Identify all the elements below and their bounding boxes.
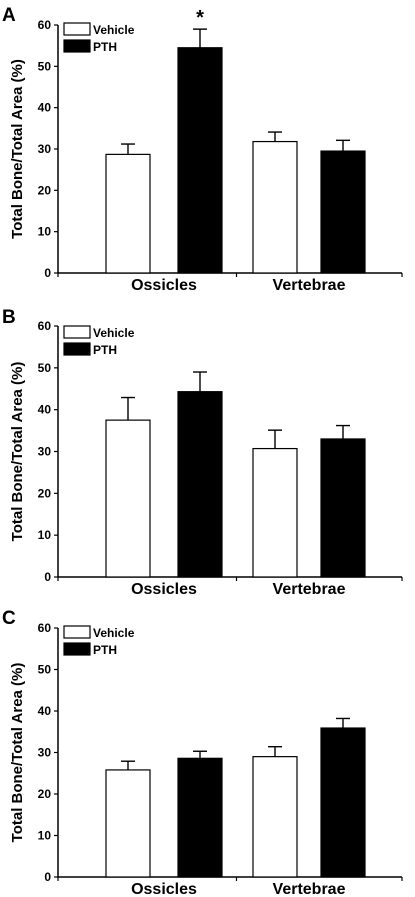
- y-tick-label: 10: [38, 225, 52, 239]
- y-tick-label: 0: [44, 570, 51, 584]
- y-tick-label: 30: [38, 142, 52, 156]
- y-tick-label: 40: [38, 403, 52, 417]
- bar-pth-ossicles: [177, 757, 223, 878]
- y-tick-label: 20: [38, 183, 52, 197]
- y-tick-label: 60: [38, 319, 52, 333]
- x-category-label: Vertebrae: [273, 277, 346, 294]
- chart-panel-c: C Total Bone/Total Area (%) 0 10 20 30 40 50 60 O…: [2, 608, 403, 897]
- x-category-label: Vertebrae: [273, 581, 346, 598]
- y-tick-label: 30: [38, 746, 52, 760]
- y-tick-label: 20: [38, 787, 52, 801]
- legend-label-pth: PTH: [93, 40, 117, 54]
- legend-label-vehicle: Vehicle: [93, 626, 135, 640]
- chart-panel-a: A Total Bone/Total Area (%) 0 10 20 30 40 50 60 O…: [2, 5, 403, 294]
- x-category-label: Ossicles: [131, 881, 197, 897]
- bar-pth-vertebrae: [320, 438, 366, 578]
- legend-label-pth: PTH: [93, 343, 117, 357]
- legend-swatch-vehicle: [63, 325, 91, 339]
- y-tick-label: 10: [38, 829, 52, 843]
- panel-letter: A: [2, 5, 16, 26]
- bar-vehicle-vertebrae: [252, 756, 298, 878]
- x-category-label: Ossicles: [131, 277, 197, 294]
- y-tick-label: 50: [38, 361, 52, 375]
- bar-pth-vertebrae: [320, 727, 366, 878]
- y-tick-label: 0: [44, 266, 51, 280]
- y-axis-label: Total Bone/Total Area (%): [9, 362, 26, 542]
- y-tick-label: 40: [38, 101, 52, 115]
- y-tick-label: 50: [38, 59, 52, 73]
- legend-swatch-pth: [63, 642, 91, 656]
- chart-panel-b: B Total Bone/Total Area (%) 0 10 20 30 40 50 60 O…: [2, 307, 403, 598]
- panel-letter: C: [2, 608, 16, 629]
- bar-pth-ossicles: [177, 391, 223, 578]
- y-axis-label: Total Bone/Total Area (%): [9, 663, 26, 843]
- y-tick-label: 0: [44, 870, 51, 884]
- legend-swatch-vehicle: [63, 625, 91, 639]
- bar-vehicle-ossicles: [105, 769, 151, 878]
- bar-pth-ossicles: [177, 47, 223, 274]
- legend-label-vehicle: Vehicle: [93, 23, 135, 37]
- y-tick-label: 20: [38, 486, 52, 500]
- bar-vehicle-vertebrae: [252, 447, 298, 578]
- y-tick-label: 50: [38, 663, 52, 677]
- bar-vehicle-vertebrae: [252, 140, 298, 274]
- legend-label-pth: PTH: [93, 643, 117, 657]
- y-tick-label: 60: [38, 621, 52, 635]
- bar-pth-vertebrae: [320, 150, 366, 274]
- legend-swatch-vehicle: [63, 22, 91, 36]
- legend-swatch-pth: [63, 39, 91, 53]
- y-tick-label: 40: [38, 704, 52, 718]
- y-axis-label: Total Bone/Total Area (%): [9, 59, 26, 239]
- x-category-label: Vertebrae: [273, 881, 346, 897]
- x-category-label: Ossicles: [131, 581, 197, 598]
- bar-vehicle-ossicles: [105, 419, 151, 578]
- significance-marker: *: [196, 7, 204, 29]
- y-tick-label: 30: [38, 445, 52, 459]
- bar-vehicle-ossicles: [105, 153, 151, 274]
- legend-label-vehicle: Vehicle: [93, 326, 135, 340]
- y-tick-label: 10: [38, 528, 52, 542]
- legend-swatch-pth: [63, 342, 91, 356]
- panel-letter: B: [2, 307, 16, 328]
- y-tick-label: 60: [38, 18, 52, 32]
